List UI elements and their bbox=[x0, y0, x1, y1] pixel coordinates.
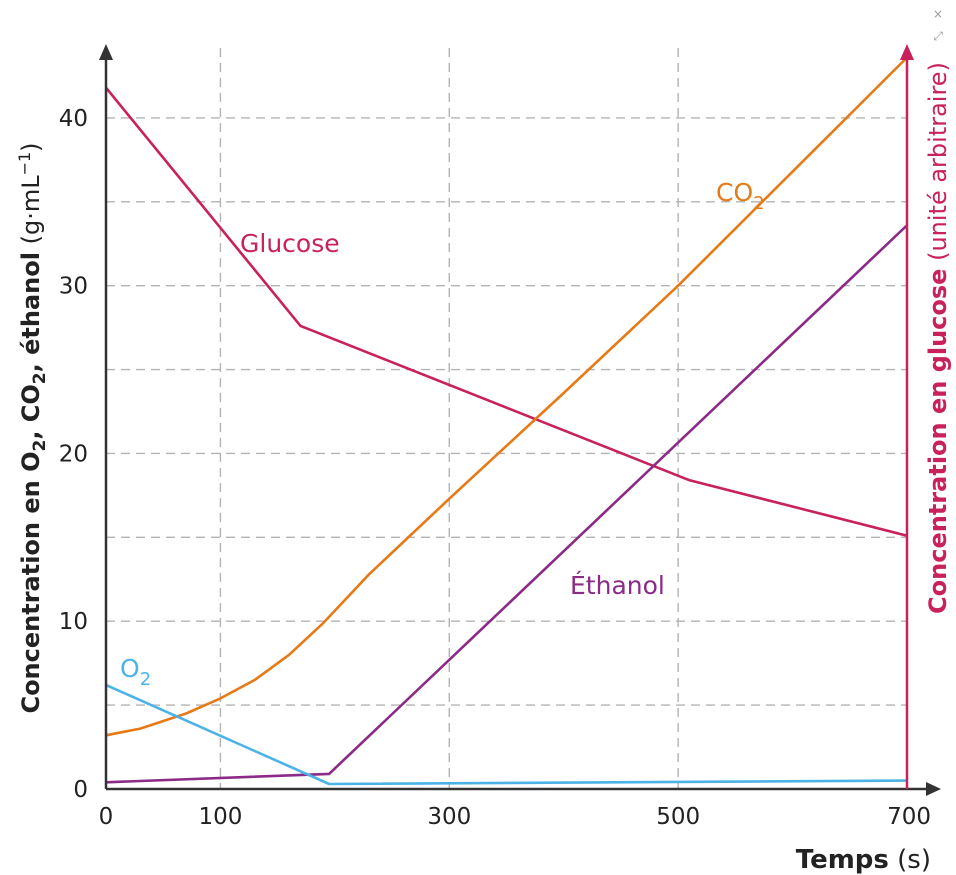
y-tick-label: 10 bbox=[59, 609, 88, 635]
y-tick-label: 30 bbox=[59, 274, 88, 300]
x-tick-labels: 0 100 300 500 700 bbox=[99, 804, 931, 830]
y-axis-left-arrow bbox=[99, 44, 113, 60]
x-tick-label: 300 bbox=[427, 804, 471, 830]
series-label-glucose: Glucose bbox=[240, 229, 340, 258]
series-lines bbox=[104, 56, 908, 786]
series-labels: Glucose CO2 Éthanol O2 bbox=[120, 178, 765, 690]
x-tick-label: 0 bbox=[99, 804, 114, 830]
x-tick-label: 500 bbox=[656, 804, 700, 830]
y-axis-right-arrow bbox=[900, 44, 914, 60]
y-tick-label: 40 bbox=[59, 106, 88, 132]
x-tick-label: 700 bbox=[887, 804, 931, 830]
x-tick-label: 100 bbox=[198, 804, 242, 830]
y-tick-labels: 0 10 20 30 40 bbox=[59, 106, 88, 803]
series-label-o2: O2 bbox=[120, 654, 151, 690]
y-axis-right-label: Concentration en glucose (unité arbitrai… bbox=[924, 62, 952, 614]
series-line-co2 bbox=[105, 56, 908, 737]
y-tick-label: 0 bbox=[73, 777, 88, 803]
series-line-o2 bbox=[105, 683, 908, 786]
series-label-ethanol: Éthanol bbox=[570, 571, 665, 600]
gridlines bbox=[106, 48, 907, 789]
x-axis-arrow bbox=[926, 782, 941, 796]
resize-icon[interactable]: ⤢ bbox=[932, 29, 943, 43]
series-label-co2: CO2 bbox=[716, 178, 765, 214]
series-line-ethanol bbox=[105, 224, 908, 784]
close-icon[interactable]: × bbox=[933, 7, 943, 21]
series-line-glucose bbox=[104, 86, 908, 537]
y-axis-left-label: Concentration en O2, CO2, éthanol (g·mL−… bbox=[15, 142, 50, 713]
y-tick-label: 20 bbox=[59, 441, 88, 467]
x-axis-label: Temps (s) bbox=[796, 845, 931, 875]
